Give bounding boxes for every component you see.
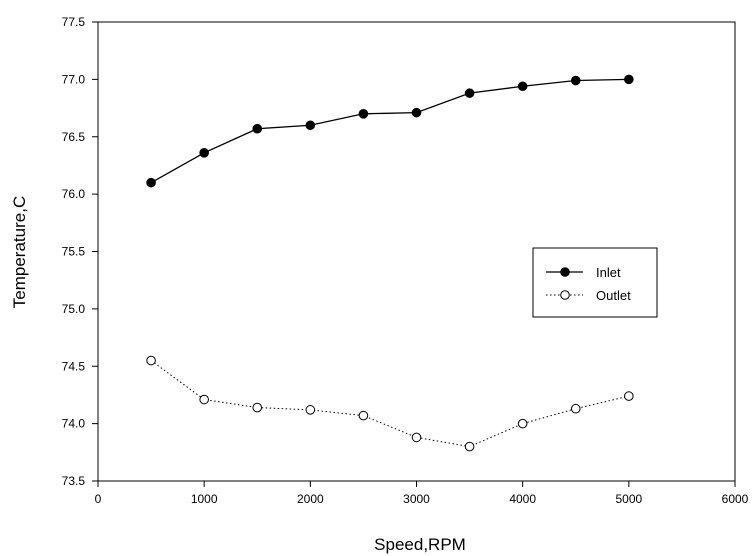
data-point-inlet	[570, 75, 581, 86]
data-point-inlet	[252, 123, 263, 134]
legend: Inlet Outlet	[532, 247, 658, 318]
y-tick-label: 77.0	[62, 72, 86, 86]
data-point-outlet	[624, 391, 634, 401]
series-layer	[146, 74, 634, 452]
x-tick-label: 0	[95, 492, 102, 506]
data-point-outlet	[305, 405, 316, 415]
legend-box	[532, 247, 658, 318]
axis-ticks: 0 1000 2000 3000 4000 5000 6000 73.5 74.0 74.5 75.…	[62, 15, 749, 506]
data-point-inlet	[305, 120, 316, 131]
legend-marker-outlet	[560, 290, 570, 300]
x-tick-label: 3000	[403, 492, 430, 506]
x-axis-title: Speed,RPM	[374, 535, 466, 554]
legend-label-inlet: Inlet	[596, 265, 621, 280]
y-tick-label: 74.5	[62, 359, 86, 373]
series-line-outlet	[150, 360, 629, 448]
x-tick-label: 4000	[509, 492, 536, 506]
y-tick-label: 76.0	[62, 187, 86, 201]
y-tick-label: 76.5	[62, 130, 86, 144]
x-tick-label: 2000	[297, 492, 324, 506]
series-outlet	[146, 355, 634, 452]
legend-label-outlet: Outlet	[596, 288, 631, 303]
data-point-outlet	[252, 402, 263, 413]
data-point-inlet	[146, 177, 156, 188]
x-tick-label: 5000	[615, 492, 642, 506]
x-tick-label: 6000	[722, 492, 749, 506]
series-inlet	[146, 74, 634, 188]
data-point-inlet	[517, 81, 528, 92]
x-tick-label: 1000	[191, 492, 218, 506]
y-tick-label: 74.0	[62, 417, 86, 431]
y-axis-title: Temperature,C	[10, 196, 29, 308]
y-tick-label: 77.5	[62, 15, 86, 29]
data-point-outlet	[464, 441, 475, 452]
y-tick-label: 75.5	[62, 245, 86, 259]
data-point-outlet	[517, 418, 528, 429]
data-point-inlet	[411, 107, 422, 118]
data-point-outlet	[358, 410, 369, 421]
data-point-outlet	[570, 403, 581, 414]
data-point-outlet	[199, 394, 209, 405]
data-point-outlet	[411, 432, 422, 443]
data-point-outlet	[146, 355, 156, 366]
data-point-inlet	[199, 148, 209, 158]
data-point-inlet	[464, 88, 475, 98]
legend-marker-inlet	[560, 267, 570, 277]
y-tick-label: 73.5	[62, 474, 86, 488]
series-line-inlet	[150, 78, 629, 184]
data-point-inlet	[358, 109, 369, 119]
data-point-inlet	[624, 74, 634, 85]
y-tick-label: 75.0	[62, 302, 86, 316]
